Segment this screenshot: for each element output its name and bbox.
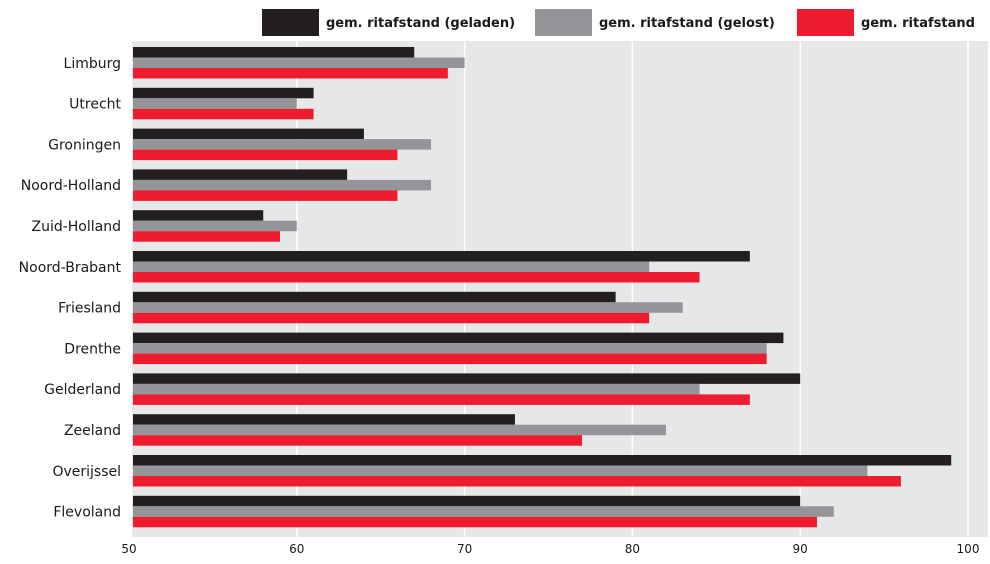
category-label: Overijssel bbox=[52, 464, 121, 480]
bar-groningen-series-1 bbox=[133, 128, 364, 140]
x-tick-label: 100 bbox=[957, 542, 980, 556]
gridlines bbox=[296, 41, 969, 537]
bar-drenthe-series-1 bbox=[133, 332, 784, 344]
legend-label: gem. ritafstand bbox=[861, 16, 975, 31]
category-labels: Limburg Utrecht Groningen Noord-Holland Zuid… bbox=[19, 56, 122, 521]
legend-swatch bbox=[797, 9, 854, 36]
bar-limburg-series-2 bbox=[133, 57, 465, 68]
bar-friesland-series-3 bbox=[133, 312, 650, 324]
bar-limburg-series-1 bbox=[133, 47, 415, 58]
category-label: Groningen bbox=[48, 137, 121, 153]
bar-noord-brabant-series-1 bbox=[133, 251, 750, 262]
bar-gelderland-series-2 bbox=[133, 383, 700, 395]
bar-utrecht-series-2 bbox=[133, 98, 297, 109]
bar-limburg-series-3 bbox=[133, 68, 448, 79]
bar-zuid-holland-series-3 bbox=[133, 231, 281, 242]
bar-drenthe-series-2 bbox=[133, 343, 767, 354]
bar-flevoland-series-1 bbox=[133, 495, 801, 507]
bar-flevoland-series-2 bbox=[133, 506, 834, 517]
bar-zeeland-series-2 bbox=[133, 424, 666, 436]
category-label: Limburg bbox=[64, 56, 121, 72]
category-label: Zeeland bbox=[64, 423, 121, 439]
bar-drenthe-series-3 bbox=[133, 353, 767, 365]
x-axis-tick-labels: 50 60 70 80 90 100 bbox=[121, 542, 979, 556]
legend-label: gem. ritafstand (gelost) bbox=[599, 16, 775, 31]
bar-noord-brabant-series-2 bbox=[133, 261, 650, 272]
bar-gelderland-series-3 bbox=[133, 394, 750, 405]
bar-friesland-series-1 bbox=[133, 291, 616, 303]
bar-groningen-series-3 bbox=[133, 149, 398, 161]
bar-noord-brabant-series-3 bbox=[133, 272, 700, 283]
bars bbox=[133, 47, 952, 528]
bar-flevoland-series-3 bbox=[133, 516, 817, 528]
bar-utrecht-series-1 bbox=[133, 87, 314, 99]
bar-overijssel-series-1 bbox=[133, 455, 952, 466]
bar-overijssel-series-3 bbox=[133, 476, 901, 487]
category-label: Gelderland bbox=[44, 382, 121, 398]
category-label: Noord-Holland bbox=[21, 178, 121, 194]
bar-overijssel-series-2 bbox=[133, 465, 868, 476]
bar-zuid-holland-series-1 bbox=[133, 210, 264, 221]
legend-swatch bbox=[535, 9, 592, 36]
category-label: Noord-Brabant bbox=[19, 260, 122, 276]
x-tick-label: 70 bbox=[457, 542, 472, 556]
plot-background bbox=[132, 41, 988, 537]
x-tick-label: 60 bbox=[289, 542, 304, 556]
bar-zeeland-series-1 bbox=[133, 414, 515, 425]
category-label: Zuid-Holland bbox=[31, 219, 121, 235]
bar-utrecht-series-3 bbox=[133, 108, 314, 120]
bar-noord-holland-series-2 bbox=[133, 179, 432, 191]
bar-noord-holland-series-1 bbox=[133, 169, 348, 180]
x-tick-label: 50 bbox=[121, 542, 136, 556]
legend-swatch bbox=[262, 9, 319, 36]
category-label: Flevoland bbox=[53, 505, 121, 521]
bar-gelderland-series-1 bbox=[133, 373, 801, 384]
legend: gem. ritafstand (geladen) gem. ritafstand… bbox=[262, 9, 975, 36]
bar-zeeland-series-3 bbox=[133, 435, 583, 446]
x-tick-label: 80 bbox=[625, 542, 640, 556]
category-label: Utrecht bbox=[69, 97, 121, 113]
bar-noord-holland-series-3 bbox=[133, 190, 398, 201]
category-label: Friesland bbox=[58, 301, 121, 317]
bar-friesland-series-2 bbox=[133, 302, 683, 313]
category-label: Drenthe bbox=[64, 341, 121, 357]
x-tick-label: 90 bbox=[793, 542, 808, 556]
bar-zuid-holland-series-2 bbox=[133, 220, 297, 232]
legend-label: gem. ritafstand (geladen) bbox=[326, 16, 515, 31]
bar-groningen-series-2 bbox=[133, 139, 432, 150]
